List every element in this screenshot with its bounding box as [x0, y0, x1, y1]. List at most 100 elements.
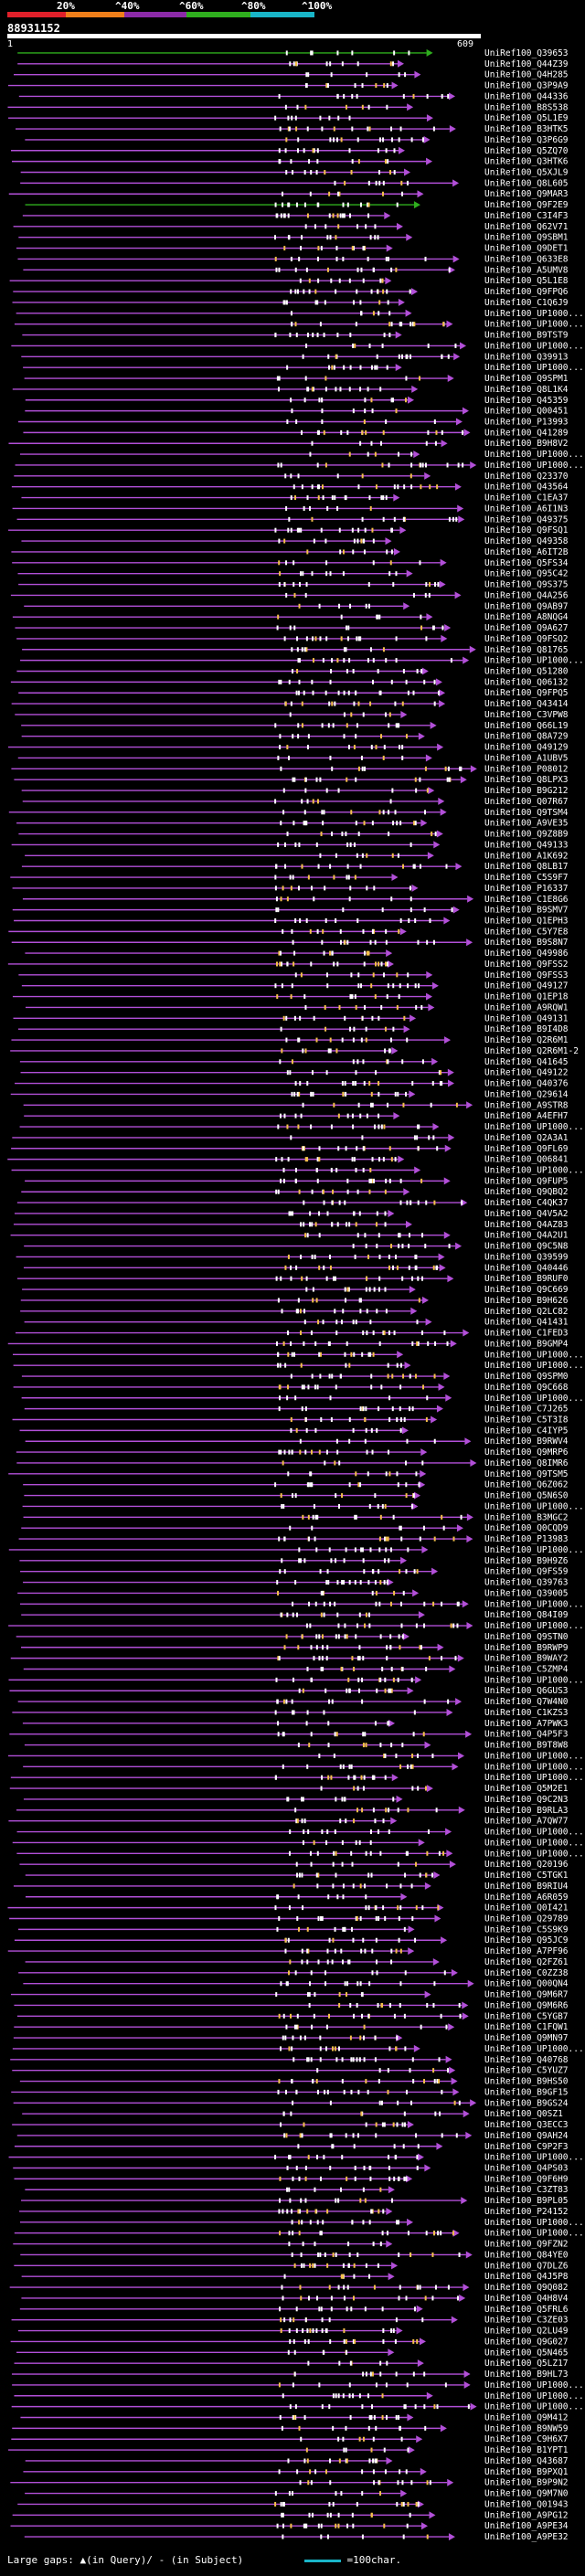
hit-label[interactable]: UniRef100_UP1000... — [484, 1849, 584, 1859]
hit-label[interactable]: UniRef100_B9RLA3 — [484, 1806, 569, 1816]
hit-label[interactable]: UniRef100_Q9TSM5 — [484, 1469, 569, 1479]
hit-label[interactable]: UniRef100_Q41645 — [484, 1057, 569, 1067]
hit-label[interactable]: UniRef100_Q9QBQ2 — [484, 1187, 569, 1197]
hit-label[interactable]: UniRef100_Q20196 — [484, 1860, 569, 1870]
hit-label[interactable]: UniRef100_Q9MRP6 — [484, 1447, 569, 1458]
hit-label[interactable]: UniRef100_Q4V5A2 — [484, 1209, 569, 1219]
hit-label[interactable]: UniRef100_Q9FPQ6 — [484, 287, 569, 297]
hit-label[interactable]: UniRef100_A9PE34 — [484, 2521, 569, 2531]
hit-label[interactable]: UniRef100_Q4AZ83 — [484, 1220, 569, 1230]
hit-label[interactable]: UniRef100_Q9MAR3 — [484, 189, 569, 199]
hit-label[interactable]: UniRef100_Q29614 — [484, 1089, 569, 1099]
hit-label[interactable]: UniRef100_B9WAY2 — [484, 1654, 569, 1664]
hit-label[interactable]: UniRef100_UP1000... — [484, 309, 584, 319]
hit-label[interactable]: UniRef100_Q43414 — [484, 699, 569, 709]
hit-label[interactable]: UniRef100_A9VE35 — [484, 819, 569, 829]
hit-label[interactable]: UniRef100_B3MGC2 — [484, 1512, 569, 1522]
hit-label[interactable]: UniRef100_UP1000... — [484, 341, 584, 351]
hit-label[interactable]: UniRef100_UP1000... — [484, 1394, 584, 1404]
hit-label[interactable]: UniRef100_UP1000... — [484, 1545, 584, 1555]
hit-label[interactable]: UniRef100_Q49131 — [484, 1013, 569, 1023]
hit-label[interactable]: UniRef100_A1K692 — [484, 851, 569, 861]
hit-label[interactable]: UniRef100_A1UBV5 — [484, 753, 569, 763]
hit-label[interactable]: UniRef100_B9H626 — [484, 1296, 569, 1306]
hit-label[interactable]: UniRef100_Q66L19 — [484, 721, 569, 731]
hit-label[interactable]: UniRef100_C3VPW8 — [484, 710, 569, 720]
hit-label[interactable]: UniRef100_Q1EPH3 — [484, 917, 569, 927]
hit-label[interactable]: UniRef100_Q2R6M1 — [484, 1035, 569, 1045]
hit-label[interactable]: UniRef100_B9RUF0 — [484, 1274, 569, 1284]
hit-label[interactable]: UniRef100_Q8LPX3 — [484, 775, 569, 785]
hit-label[interactable]: UniRef100_UP1000... — [484, 1675, 584, 1685]
hit-label[interactable]: UniRef100_Q9SBM1 — [484, 233, 569, 243]
hit-label[interactable]: UniRef100_UP1000... — [484, 1621, 584, 1631]
hit-label[interactable]: UniRef100_Q9C2N3 — [484, 1795, 569, 1805]
hit-label[interactable]: UniRef100_Q41431 — [484, 1318, 569, 1328]
hit-label[interactable]: UniRef100_C1FQW1 — [484, 2022, 569, 2032]
hit-label[interactable]: UniRef100_Q9C668 — [484, 1383, 569, 1393]
hit-label[interactable]: UniRef100_Q6GUS3 — [484, 1686, 569, 1696]
hit-label[interactable]: UniRef100_Q9SPM0 — [484, 1372, 569, 1382]
hit-label[interactable]: UniRef100_Q5N6S0 — [484, 1491, 569, 1501]
hit-label[interactable]: UniRef100_A6R059 — [484, 1892, 569, 1903]
hit-label[interactable]: UniRef100_B9NW59 — [484, 2423, 569, 2433]
hit-label[interactable]: UniRef100_B9S8N7 — [484, 938, 569, 948]
hit-label[interactable]: UniRef100_B9GF15 — [484, 2087, 569, 2097]
hit-label[interactable]: UniRef100_B9H8V2 — [484, 439, 569, 449]
hit-label[interactable]: UniRef100_Q41289 — [484, 428, 569, 438]
hit-label[interactable]: UniRef100_Q4A2U1 — [484, 1231, 569, 1241]
hit-label[interactable]: UniRef100_C9P2F3 — [484, 2142, 569, 2152]
hit-label[interactable]: UniRef100_UP1000... — [484, 1350, 584, 1360]
hit-label[interactable]: UniRef100_Q9Q082 — [484, 2283, 569, 2293]
hit-label[interactable]: UniRef100_Q9C669 — [484, 1285, 569, 1295]
hit-label[interactable]: UniRef100_Q2FZ61 — [484, 1957, 569, 1967]
hit-label[interactable]: UniRef100_Q8A729 — [484, 732, 569, 742]
hit-label[interactable]: UniRef100_Q2R6M1-2 — [484, 1046, 579, 1056]
hit-label[interactable]: UniRef100_UP1000... — [484, 1828, 584, 1838]
hit-label[interactable]: UniRef100_Q3ECC3 — [484, 2120, 569, 2130]
hit-label[interactable]: UniRef100_C5YUZ7 — [484, 2066, 569, 2076]
hit-label[interactable]: UniRef100_Q0SZ1 — [484, 2109, 563, 2119]
hit-label[interactable]: UniRef100_Q84YE0 — [484, 2250, 569, 2260]
hit-label[interactable]: UniRef100_Q07R67 — [484, 797, 569, 807]
hit-label[interactable]: UniRef100_Q1EP18 — [484, 992, 569, 1002]
hit-label[interactable]: UniRef100_Q5M2E1 — [484, 1784, 569, 1794]
hit-label[interactable]: UniRef100_P13983 — [484, 1534, 569, 1544]
hit-label[interactable]: UniRef100_B9SMV7 — [484, 906, 569, 916]
hit-label[interactable]: UniRef100_Q6Z062 — [484, 1480, 569, 1490]
hit-label[interactable]: UniRef100_UP1000... — [484, 2218, 584, 2228]
hit-label[interactable]: UniRef100_Q633E8 — [484, 254, 569, 264]
hit-label[interactable]: UniRef100_UP1000... — [484, 656, 584, 666]
hit-label[interactable]: UniRef100_Q9FL69 — [484, 1144, 569, 1154]
hit-label[interactable]: UniRef100_Q7DLZ6 — [484, 2261, 569, 2271]
hit-label[interactable]: UniRef100_Q0I421 — [484, 1903, 569, 1913]
hit-label[interactable]: UniRef100_C3ZE03 — [484, 2316, 569, 2326]
hit-label[interactable]: UniRef100_Q4H285 — [484, 70, 569, 80]
hit-label[interactable]: UniRef100_Q4J5P8 — [484, 2272, 569, 2282]
hit-label[interactable]: UniRef100_Q49127 — [484, 981, 569, 991]
hit-label[interactable]: UniRef100_Q39763 — [484, 1578, 569, 1588]
hit-label[interactable]: UniRef100_UP1000... — [484, 2391, 584, 2401]
hit-label[interactable]: UniRef100_C5TGK1 — [484, 1871, 569, 1881]
hit-label[interactable]: UniRef100_Q9TSM4 — [484, 808, 569, 818]
hit-label[interactable]: UniRef100_Q4P5F3 — [484, 1730, 569, 1740]
hit-label[interactable]: UniRef100_Q5N465 — [484, 2348, 569, 2358]
hit-label[interactable]: UniRef100_Q00451 — [484, 407, 569, 417]
hit-label[interactable]: UniRef100_UP1000... — [484, 1501, 584, 1511]
hit-label[interactable]: UniRef100_Q9A627 — [484, 623, 569, 633]
hit-label[interactable]: UniRef100_B9RWP9 — [484, 1643, 569, 1653]
hit-label[interactable]: UniRef100_C5ZMP4 — [484, 1665, 569, 1675]
hit-label[interactable]: UniRef100_Q49129 — [484, 743, 569, 753]
hit-label[interactable]: UniRef100_Q3P6G9 — [484, 135, 569, 145]
hit-label[interactable]: UniRef100_Q9AB97 — [484, 601, 569, 611]
hit-label[interactable]: UniRef100_C5S9F7 — [484, 873, 569, 883]
hit-label[interactable]: UniRef100_UP1000... — [484, 2153, 584, 2163]
hit-label[interactable]: UniRef100_B8S538 — [484, 102, 569, 112]
hit-label[interactable]: UniRef100_Q00QN4 — [484, 1979, 569, 1989]
hit-label[interactable]: UniRef100_Q4H8V4 — [484, 2294, 569, 2304]
hit-label[interactable]: UniRef100_UP1000... — [484, 320, 584, 330]
hit-label[interactable]: UniRef100_Q39653 — [484, 48, 569, 58]
hit-label[interactable]: UniRef100_A9PG12 — [484, 2510, 569, 2520]
hit-label[interactable]: UniRef100_B9T8W8 — [484, 1741, 569, 1751]
hit-label[interactable]: UniRef100_A7PWK3 — [484, 1719, 569, 1729]
